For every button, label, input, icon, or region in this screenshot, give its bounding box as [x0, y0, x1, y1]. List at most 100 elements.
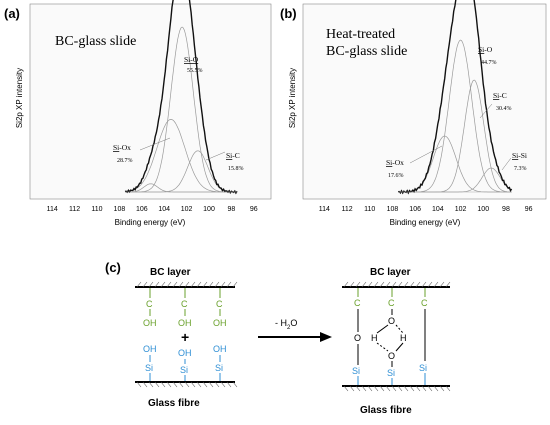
xtick-label: 108 [387, 206, 399, 213]
xtick-label: 96 [525, 206, 533, 213]
left-group-2: C OH + OH Si [178, 288, 192, 381]
left-bottom-oh-2: OH [178, 348, 192, 358]
panel-a: (a) BC-glass slide 114 112 110 108 106 104 102… [4, 0, 272, 227]
hatch-mark [379, 385, 385, 392]
xtick-label: 96 [250, 206, 258, 213]
hatch-mark [355, 281, 361, 288]
left-si-3: Si [215, 363, 223, 373]
left-bc-layer-label: BC layer [150, 267, 191, 278]
left-bottom-hatch [136, 381, 238, 388]
xtick-label: 104 [158, 206, 170, 213]
hatch-mark [403, 281, 409, 288]
hatch-mark [148, 381, 154, 388]
right-bottom-hatch [343, 385, 451, 392]
hatch-mark [391, 385, 397, 392]
plot-a-peak-label-si-o: Si-O [184, 55, 199, 64]
right-o-1: O [354, 333, 361, 343]
hatch-mark [373, 385, 379, 392]
plot-a-peak-pct-si-o: 55.5% [187, 68, 203, 74]
xtick-label: 108 [114, 206, 126, 213]
hatch-mark [355, 385, 361, 392]
plot-b-peak-pct-si-ox: 17.6% [388, 173, 404, 179]
hatch-mark [142, 381, 148, 388]
right-group-3: C Si [419, 288, 428, 385]
plot-b-frame [302, 3, 547, 200]
plot-b-peak-label-si-o: Si-O [478, 45, 493, 54]
left-bottom-oh-1: OH [143, 344, 157, 354]
hatch-mark [220, 381, 226, 388]
xtick-label: 100 [477, 206, 489, 213]
plot-b-peak-pct-si-o: 44.7% [481, 60, 497, 66]
xtick-label: 112 [341, 206, 352, 213]
right-bc-layer-label: BC layer [370, 267, 411, 278]
right-top-hatch [343, 281, 451, 288]
right-hbond-top [395, 324, 404, 334]
left-c-3: C [216, 299, 223, 309]
xtick-label: 112 [69, 206, 80, 213]
hatch-mark [184, 381, 190, 388]
xtick-label: 110 [91, 206, 102, 213]
plot-b-title-line1: Heat-treated [326, 27, 395, 42]
xtick-label: 114 [47, 206, 58, 213]
hatch-mark [433, 385, 439, 392]
hatch-mark [202, 281, 208, 288]
plot-a-peak-label-si-c: Si-C [226, 151, 240, 160]
plot-a-peak-pct-si-c: 15.8% [228, 166, 244, 172]
hatch-mark [367, 385, 373, 392]
plot-b-title-line2: BC-glass slide [326, 44, 407, 59]
hatch-mark [226, 281, 232, 288]
left-c-1: C [146, 299, 153, 309]
right-h-right: H [400, 333, 407, 343]
left-bottom-oh-3: OH [213, 344, 227, 354]
panel-b-tag: (b) [280, 6, 297, 21]
hatch-mark [190, 381, 196, 388]
hatch-mark [160, 381, 166, 388]
xtick-label: 98 [502, 206, 510, 213]
hatch-mark [397, 281, 403, 288]
hatch-mark [214, 381, 220, 388]
hatch-mark [136, 281, 142, 288]
right-si-2: Si [387, 368, 395, 378]
plot-a-peak-pct-si-ox: 28.7% [117, 158, 133, 164]
hatch-mark [148, 281, 154, 288]
panel-a-tag: (a) [4, 6, 20, 21]
panel-c-scheme: (c) BC layer Glass fibre C OH OH Si C OH… [105, 260, 451, 416]
hatch-mark [391, 281, 397, 288]
xtick-label: 100 [203, 206, 215, 213]
hatch-mark [415, 385, 421, 392]
reaction-label: - H2O [275, 318, 297, 331]
right-glass-fibre-label: Glass fibre [360, 405, 412, 416]
hatch-mark [166, 281, 172, 288]
left-oh-3: OH [213, 318, 227, 328]
plus-sign: + [181, 329, 189, 345]
hatch-mark [202, 381, 208, 388]
hatch-mark [172, 281, 178, 288]
hatch-mark [397, 385, 403, 392]
plot-a-curves [124, 0, 238, 195]
hatch-mark [172, 381, 178, 388]
plot-a-leader-si-ox [139, 137, 171, 151]
plot-b-leader-si-c [479, 103, 493, 119]
plot-b-peak-label-si-c: Si-C [493, 91, 507, 100]
hatch-mark [403, 385, 409, 392]
right-group-2: C O H H O Si [371, 288, 407, 385]
hatch-mark [349, 281, 355, 288]
hatch-mark [373, 281, 379, 288]
plot-b-ylabel: Si2p XP intensity [288, 68, 297, 128]
hatch-mark [178, 381, 184, 388]
plot-b-peak-pct-si-si: 7.3% [514, 166, 527, 172]
hatch-mark [439, 385, 445, 392]
hatch-mark [445, 385, 451, 392]
hatch-mark [136, 381, 142, 388]
xtick-label: 106 [409, 206, 421, 213]
hatch-mark [166, 381, 172, 388]
plot-b-leader-si-ox [409, 145, 443, 164]
plot-b-peak-label-si-ox: Si-Ox [386, 158, 404, 167]
plot-b-xlabel: Binding energy (eV) [390, 218, 461, 227]
xtick-label: 110 [364, 206, 375, 213]
hatch-mark [421, 385, 427, 392]
xtick-label: 106 [136, 206, 148, 213]
xtick-label: 114 [319, 206, 330, 213]
right-bond-oh-bottom [395, 342, 404, 352]
